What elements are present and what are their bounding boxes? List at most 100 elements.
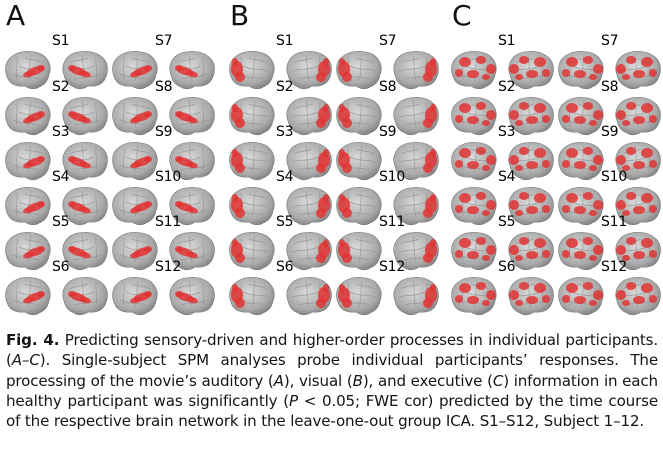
brain-hemisphere-left [229, 141, 275, 181]
brain-hemisphere-right [615, 231, 661, 271]
brain-hemisphere-left [558, 231, 604, 271]
brain-hemisphere-left [451, 50, 497, 90]
brain-render-icon [112, 96, 215, 136]
brain-hemisphere-left [112, 96, 158, 136]
brain-hemisphere-right [615, 96, 661, 136]
subject-render-s2: S2 [228, 80, 334, 138]
subject-label: S6 [498, 259, 516, 275]
brain-hemisphere-right [615, 141, 661, 181]
brain-render-icon [451, 276, 554, 316]
subject-render-s8: S8 [557, 80, 663, 138]
caption-range-letters: A–C [11, 351, 40, 370]
subject-label: S5 [498, 214, 516, 230]
brain-hemisphere-right [169, 276, 215, 316]
subject-render-s4: S4 [228, 170, 334, 228]
subject-render-s5: S5 [450, 215, 556, 273]
brain-hemisphere-left [558, 186, 604, 226]
brain-hemisphere-left [451, 186, 497, 226]
brain-render-icon [229, 141, 332, 181]
brain-hemisphere-left [451, 231, 497, 271]
brain-hemisphere-left [336, 50, 382, 90]
subject-label: S2 [276, 79, 294, 95]
brain-render-icon [112, 276, 215, 316]
brain-hemisphere-right [508, 231, 554, 271]
subject-label: S10 [379, 169, 406, 185]
subject-render-s10: S10 [557, 170, 663, 228]
brain-hemisphere-right [393, 186, 439, 226]
caption-body-3: ), and executive ( [362, 371, 493, 390]
subject-label: S12 [155, 259, 182, 275]
brain-hemisphere-left [5, 50, 51, 90]
subject-label: S9 [379, 124, 397, 140]
brain-hemisphere-right [393, 231, 439, 271]
subject-label: S3 [498, 124, 516, 140]
brain-hemisphere-right [615, 276, 661, 316]
brain-hemisphere-left [112, 50, 158, 90]
brain-render-icon [5, 96, 108, 136]
subject-label: S5 [52, 214, 70, 230]
figure-caption: Fig. 4. Predicting sensory-driven and hi… [6, 330, 658, 431]
brain-render-icon [336, 276, 439, 316]
caption-ref-c: C [492, 371, 504, 390]
brain-hemisphere-left [336, 141, 382, 181]
caption-p-symbol: P [288, 391, 298, 410]
panel-b: B S1 S2 S3 S4 S5 S6 S7 S8 S9 S10 S11 S12 [224, 0, 445, 322]
subject-label: S1 [498, 33, 516, 49]
subject-render-s11: S11 [335, 215, 441, 273]
subject-label: S8 [379, 79, 397, 95]
brain-hemisphere-right [286, 231, 332, 271]
brain-render-icon [451, 96, 554, 136]
brain-hemisphere-right [393, 50, 439, 90]
brain-render-icon [112, 141, 215, 181]
subject-render-s7: S7 [335, 34, 441, 92]
brain-hemisphere-right [508, 96, 554, 136]
subject-label: S8 [601, 79, 619, 95]
subject-label: S12 [379, 259, 406, 275]
brain-hemisphere-left [112, 231, 158, 271]
brain-render-icon [336, 186, 439, 226]
brain-hemisphere-right [62, 186, 108, 226]
caption-title: Predicting sensory-driven and higher-ord… [64, 331, 658, 349]
brain-render-icon [336, 96, 439, 136]
brain-hemisphere-left [5, 96, 51, 136]
subject-render-s4: S4 [450, 170, 556, 228]
brain-render-icon [112, 231, 215, 271]
subject-label: S7 [379, 33, 397, 49]
brain-render-icon [5, 186, 108, 226]
brain-render-icon [558, 50, 661, 90]
brain-render-icon [112, 186, 215, 226]
brain-hemisphere-left [336, 186, 382, 226]
brain-hemisphere-right [169, 50, 215, 90]
brain-hemisphere-left [5, 231, 51, 271]
brain-render-icon [336, 141, 439, 181]
brain-hemisphere-left [336, 231, 382, 271]
brain-hemisphere-right [393, 276, 439, 316]
brain-hemisphere-right [169, 186, 215, 226]
subject-render-s2: S2 [4, 80, 110, 138]
subject-label: S1 [276, 33, 294, 49]
subject-render-s9: S9 [111, 125, 217, 183]
brain-hemisphere-right [286, 50, 332, 90]
subject-render-s12: S12 [557, 260, 663, 318]
subject-label: S11 [601, 214, 628, 230]
brain-render-icon [229, 231, 332, 271]
brain-render-icon [558, 276, 661, 316]
subject-render-s12: S12 [111, 260, 217, 318]
panel-letter-c: C [452, 0, 472, 32]
brain-hemisphere-right [286, 186, 332, 226]
brain-render-icon [5, 141, 108, 181]
brain-hemisphere-left [336, 276, 382, 316]
subject-label: S3 [276, 124, 294, 140]
subject-label: S2 [52, 79, 70, 95]
panel-c: C S1 S2 S3 S4 S5 S6 S7 S8 S9 S10 S11 S12 [446, 0, 663, 322]
brain-render-icon [5, 276, 108, 316]
subject-render-s6: S6 [228, 260, 334, 318]
brain-hemisphere-left [229, 231, 275, 271]
brain-hemisphere-right [393, 141, 439, 181]
brain-render-icon [112, 50, 215, 90]
subject-label: S9 [601, 124, 619, 140]
subject-label: S12 [601, 259, 628, 275]
brain-hemisphere-right [286, 141, 332, 181]
subject-render-s4: S4 [4, 170, 110, 228]
subject-label: S10 [155, 169, 182, 185]
